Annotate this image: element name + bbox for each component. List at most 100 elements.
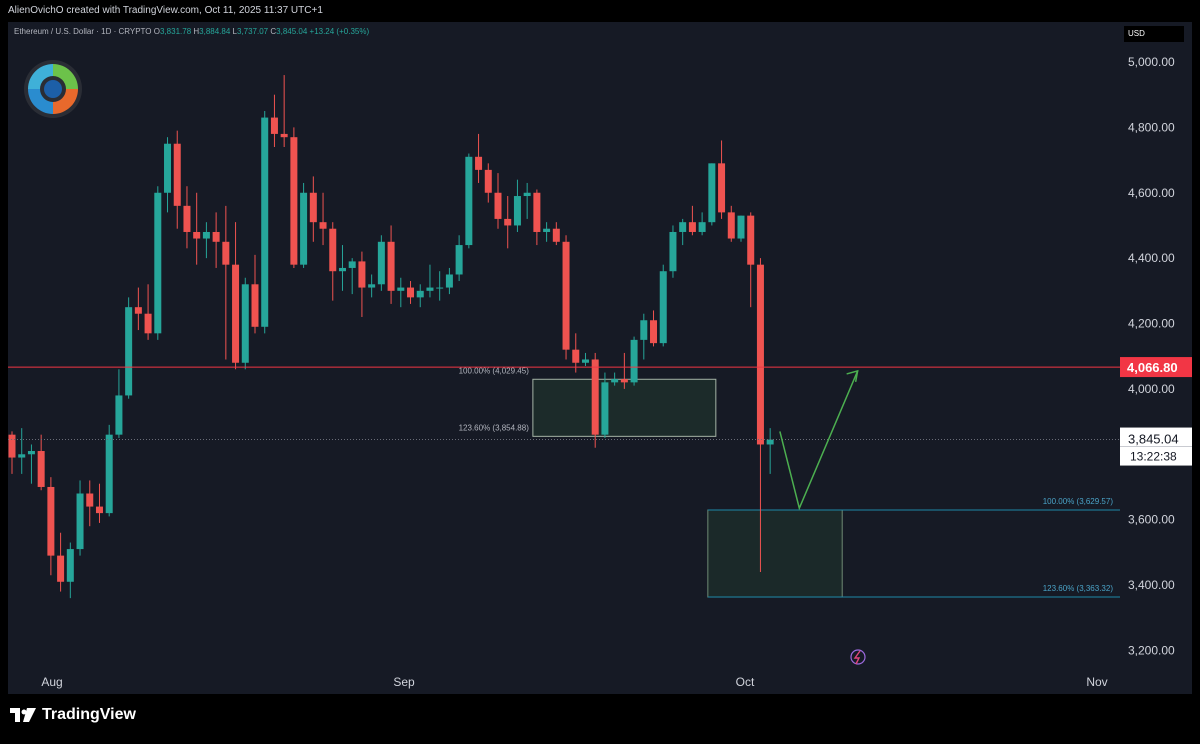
author-logo-icon — [22, 58, 84, 125]
candle-body — [766, 439, 774, 445]
candle-body — [8, 434, 16, 458]
candle-body — [455, 245, 463, 275]
last-price-tag: 3,845.04 13:22:38 — [1120, 427, 1192, 466]
candle-body — [76, 493, 84, 550]
price-tick-label: 4,200.00 — [1128, 317, 1175, 331]
tradingview-logo[interactable]: TradingView — [10, 706, 136, 724]
chart-panel[interactable] — [8, 22, 1120, 694]
close-label: C — [270, 27, 277, 36]
fib-lower-1236-label: 123.60% (3,363.32) — [1043, 584, 1114, 593]
candle-body — [620, 379, 628, 383]
candle-body — [475, 156, 483, 170]
candle-body — [270, 117, 278, 134]
candle-body — [387, 241, 395, 291]
axes: 5,000.00 4,800.00 4,600.00 4,400.00 4,200.00… — [41, 55, 1175, 689]
candle-body — [338, 267, 346, 272]
candle-body — [202, 231, 210, 239]
candles — [8, 75, 774, 599]
price-tick-label: 4,400.00 — [1128, 251, 1175, 265]
candle-body — [251, 284, 259, 327]
currency-label[interactable]: USD — [1124, 26, 1184, 42]
candle-body — [552, 228, 560, 242]
fib-upper-100-label: 100.00% (4,029.45) — [459, 366, 530, 375]
price-tick-label: 3,200.00 — [1128, 643, 1175, 657]
candle-body — [309, 192, 317, 223]
candle-body — [358, 261, 366, 288]
candle-body — [708, 163, 716, 223]
candle-body — [747, 215, 755, 265]
candle-body — [513, 196, 521, 226]
tradingview-icon — [10, 708, 36, 722]
time-tick-label: Oct — [736, 675, 755, 689]
countdown-label: 13:22:38 — [1130, 450, 1177, 464]
candle-body — [669, 231, 677, 272]
time-tick-label: Aug — [41, 675, 62, 689]
candle-body — [679, 222, 687, 232]
low-label: L — [232, 27, 237, 36]
last-price-label: 3,845.04 — [1128, 432, 1179, 447]
open-value: 3,831.78 — [160, 27, 192, 36]
candle-body — [290, 137, 298, 265]
candle-body — [611, 379, 619, 383]
candle-body — [164, 143, 172, 193]
events-icon — [850, 649, 866, 665]
candle-body — [86, 493, 94, 507]
high-label: H — [193, 27, 200, 36]
price-tick-label: 4,600.00 — [1128, 186, 1175, 200]
candle-body — [222, 241, 230, 265]
attribution-text: AlienOvichO created with TradingView.com… — [8, 5, 323, 16]
candle-body — [18, 454, 26, 458]
candle-body — [125, 307, 133, 396]
candle-body — [329, 228, 337, 272]
candle-body — [37, 451, 45, 487]
candle-body — [727, 212, 735, 239]
candle-body — [718, 163, 726, 213]
arrow-head — [846, 369, 859, 383]
price-tick-label: 4,800.00 — [1128, 120, 1175, 134]
close-value: 3,845.04 — [276, 27, 308, 36]
candle-body — [484, 169, 492, 193]
candle-body — [193, 231, 201, 239]
fib-lower-100-label: 100.00% (3,629.57) — [1043, 497, 1114, 506]
candle-body — [348, 261, 356, 268]
low-value: 3,737.07 — [236, 27, 269, 36]
candle-body — [504, 218, 512, 226]
candle-body — [397, 287, 405, 291]
candle-body — [591, 359, 599, 435]
price-tick-label: 5,000.00 — [1128, 55, 1175, 69]
attribution-bar: AlienOvichO created with TradingView.com… — [0, 0, 1200, 22]
candle-body — [688, 222, 696, 232]
candle-body — [426, 287, 434, 291]
candle-body — [737, 215, 745, 239]
candle-body — [66, 549, 74, 582]
fib-upper-1236-label: 123.60% (3,854.88) — [459, 423, 530, 432]
candle-body — [416, 290, 424, 298]
candle-body — [154, 192, 162, 334]
candle-body — [601, 382, 609, 435]
candle-body — [115, 395, 123, 435]
hline-price-label: 4,066.80 — [1127, 360, 1178, 375]
candle-body — [533, 192, 541, 232]
candle-body — [543, 228, 551, 232]
candle-body — [47, 486, 55, 556]
time-tick-label: Nov — [1086, 675, 1107, 689]
candle-body — [698, 222, 706, 232]
candle-body — [756, 264, 764, 445]
candle-body — [144, 313, 152, 334]
fib-zones: 100.00% (4,029.45) 123.60% (3,854.88) 100.… — [459, 366, 1120, 598]
candle-body — [232, 264, 240, 363]
candle-body — [407, 287, 415, 298]
candle-body — [494, 192, 502, 219]
high-value: 3,884.84 — [199, 27, 231, 36]
candle-body — [261, 117, 269, 327]
hline-price-tag: 4,066.80 — [1120, 357, 1192, 378]
price-tick-label: 4,000.00 — [1128, 382, 1175, 396]
candle-body — [134, 307, 142, 314]
candle-body — [377, 241, 385, 285]
overlays: 4,066.80 3,845.04 13:22:38 — [8, 357, 1192, 665]
fib-zone-lower — [707, 509, 843, 598]
candle-body — [319, 222, 327, 229]
candle-body — [436, 287, 444, 289]
candle-body — [650, 320, 658, 344]
